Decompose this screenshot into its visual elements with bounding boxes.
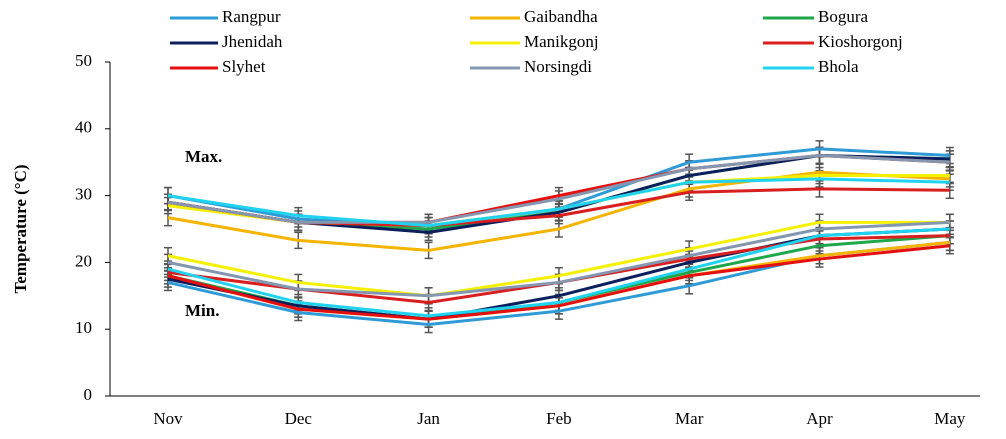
x-tick-label: Nov — [153, 409, 183, 428]
series-line — [167, 220, 950, 298]
legend-label: Kioshorgonj — [818, 32, 903, 51]
legend-label: Jhenidah — [222, 32, 283, 51]
series-line — [167, 244, 950, 321]
legend-label: Gaibandha — [524, 7, 598, 26]
y-tick-label: 50 — [75, 51, 92, 70]
series-line — [167, 154, 950, 224]
x-tick-label: Mar — [675, 409, 704, 428]
legend-label: Manikgonj — [524, 32, 599, 51]
y-axis-label: Temperature (°C) — [11, 164, 30, 293]
x-tick-label: May — [934, 409, 966, 428]
annotation: Min. — [185, 301, 219, 320]
y-tick-label: 0 — [84, 385, 93, 404]
series-line — [167, 170, 950, 252]
legend-label: Bhola — [818, 57, 859, 76]
x-tick-label: Apr — [806, 409, 833, 428]
y-tick-label: 20 — [75, 251, 92, 270]
y-tick-label: 40 — [75, 118, 92, 137]
series-line — [167, 220, 950, 298]
legend-label: Slyhet — [222, 57, 266, 76]
x-tick-label: Jan — [417, 409, 440, 428]
legend-label: Rangpur — [222, 7, 281, 26]
legend-label: Bogura — [818, 7, 869, 26]
x-tick-label: Dec — [285, 409, 313, 428]
x-tick-label: Feb — [546, 409, 572, 428]
legend-label: Norsingdi — [524, 57, 592, 76]
annotation: Max. — [185, 147, 222, 166]
series-line — [167, 177, 950, 228]
y-tick-label: 10 — [75, 318, 92, 337]
series-line — [167, 227, 950, 318]
y-tick-label: 30 — [75, 185, 92, 204]
